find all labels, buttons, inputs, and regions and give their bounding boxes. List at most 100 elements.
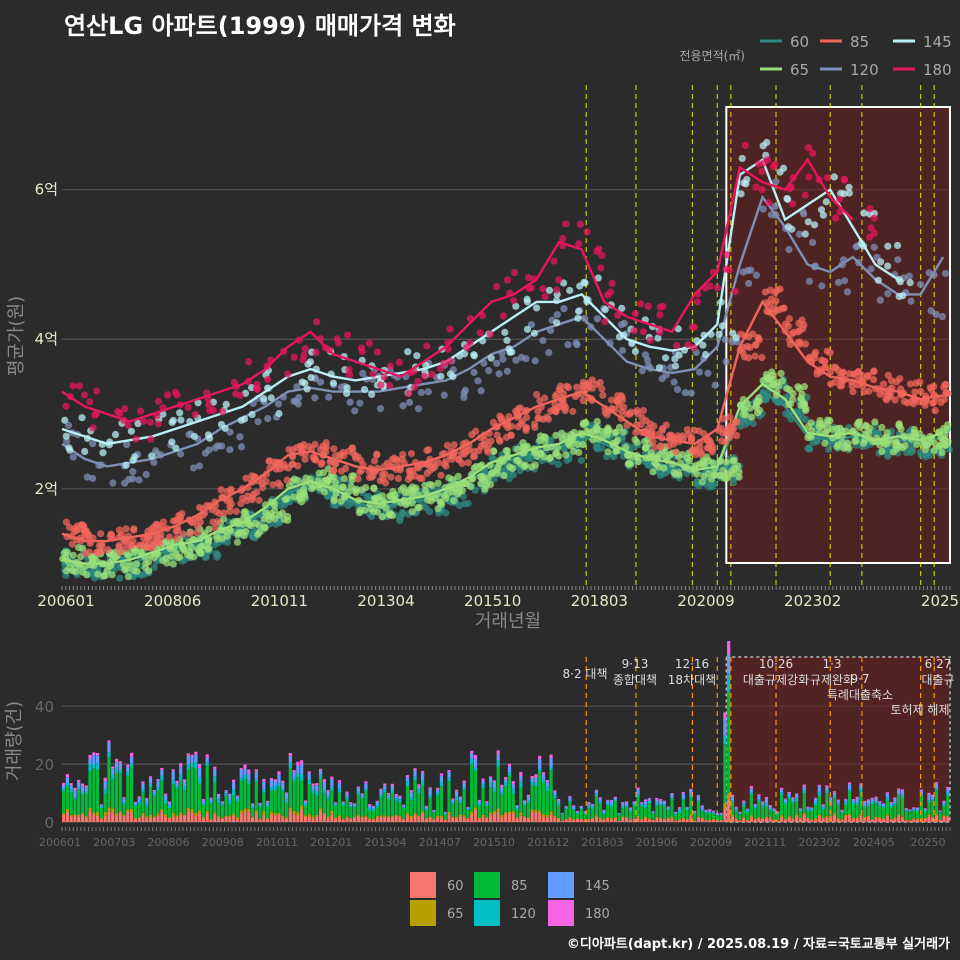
volume-bar-segment bbox=[228, 795, 232, 801]
volume-bar-segment bbox=[428, 787, 432, 789]
volume-bar-segment bbox=[855, 798, 859, 803]
volume-bar-segment bbox=[776, 814, 780, 821]
volume-bar-segment bbox=[485, 818, 489, 822]
volume-bar-segment bbox=[122, 802, 126, 805]
volume-bar-segment bbox=[375, 805, 379, 808]
volume-bar-segment bbox=[281, 789, 285, 792]
volume-bar-segment bbox=[647, 818, 651, 820]
scatter-point bbox=[101, 572, 109, 580]
scatter-point bbox=[449, 372, 457, 381]
volume-bar-segment bbox=[364, 815, 368, 817]
scatter-point bbox=[411, 472, 419, 480]
scatter-point bbox=[713, 284, 722, 292]
volume-bar-segment bbox=[114, 772, 119, 814]
scatter-point bbox=[108, 571, 116, 579]
scatter-point bbox=[763, 138, 771, 147]
volume-bar-segment bbox=[73, 787, 77, 791]
scatter-point bbox=[180, 546, 188, 555]
scatter-point bbox=[674, 432, 682, 440]
volume-bar-segment bbox=[439, 786, 444, 816]
volume-bar-segment bbox=[360, 793, 364, 795]
volume-bar-segment bbox=[473, 767, 478, 771]
scatter-point bbox=[123, 440, 131, 449]
scatter-point bbox=[342, 464, 350, 473]
volume-bar-segment bbox=[651, 819, 655, 822]
volume-bar-segment bbox=[379, 794, 383, 797]
volume-bar-segment bbox=[488, 776, 493, 778]
volume-bar-segment bbox=[666, 807, 670, 810]
volume-bar-segment bbox=[700, 805, 704, 807]
volume-bar-segment bbox=[281, 817, 285, 822]
volume-bar-segment bbox=[723, 712, 727, 719]
scatter-point bbox=[179, 530, 187, 538]
x-tick-label: 201612 bbox=[527, 836, 569, 849]
policy-event-label: 종합대책 bbox=[613, 672, 657, 687]
volume-bar-segment bbox=[334, 817, 338, 819]
volume-bar-segment bbox=[591, 804, 595, 807]
volume-bar-segment bbox=[371, 810, 376, 819]
volume-bar-segment bbox=[934, 788, 939, 791]
volume-bar-segment bbox=[651, 811, 655, 813]
volume-bar-segment bbox=[77, 814, 81, 817]
volume-bar-segment bbox=[897, 814, 901, 816]
volume-bar-segment bbox=[337, 780, 342, 783]
scatter-point bbox=[386, 492, 394, 500]
volume-bar-segment bbox=[847, 815, 852, 822]
scatter-point bbox=[802, 415, 810, 424]
volume-bar-segment bbox=[405, 814, 410, 822]
volume-bar-segment bbox=[413, 776, 417, 781]
volume-bar-segment bbox=[606, 799, 610, 801]
y-tick-label: 6억 bbox=[35, 181, 58, 199]
volume-bar-segment bbox=[810, 819, 814, 821]
scatter-point bbox=[510, 268, 519, 277]
volume-bar-segment bbox=[557, 817, 561, 820]
volume-bar-segment bbox=[352, 804, 357, 807]
volume-bar-segment bbox=[126, 772, 130, 776]
volume-bar-segment bbox=[420, 770, 425, 773]
volume-bar-segment bbox=[277, 771, 281, 775]
volume-bar-segment bbox=[625, 801, 629, 803]
volume-bar-segment bbox=[398, 816, 402, 822]
volume-bar-segment bbox=[538, 759, 542, 769]
policy-date-label: 9·7 bbox=[850, 672, 869, 686]
volume-bar-segment bbox=[753, 819, 757, 822]
volume-bar-segment bbox=[458, 797, 462, 801]
scatter-point bbox=[331, 452, 340, 460]
volume-bar-segment bbox=[436, 817, 440, 822]
volume-bar-segment bbox=[232, 815, 236, 822]
scatter-point bbox=[795, 230, 804, 238]
volume-bar-segment bbox=[390, 793, 394, 816]
volume-bar-segment bbox=[277, 783, 281, 787]
volume-bar-segment bbox=[126, 764, 130, 768]
scatter-point bbox=[301, 455, 309, 463]
scatter-point bbox=[670, 440, 678, 448]
scatter-point bbox=[510, 297, 518, 305]
scatter-point bbox=[884, 290, 892, 298]
scatter-point bbox=[382, 504, 390, 512]
volume-bar-segment bbox=[92, 755, 96, 764]
volume-bar-segment bbox=[511, 784, 515, 789]
volume-bar-segment bbox=[164, 816, 168, 822]
volume-bar-segment bbox=[526, 796, 530, 801]
scatter-point bbox=[752, 271, 761, 279]
policy-date-label: 8·2 대책 bbox=[563, 666, 608, 681]
volume-bar-segment bbox=[768, 817, 772, 819]
volume-bar-segment bbox=[696, 795, 701, 797]
volume-bar-segment bbox=[481, 814, 485, 817]
volume-bar-segment bbox=[912, 818, 916, 820]
volume-bar-segment bbox=[409, 797, 413, 801]
x-tick-label: 202111 bbox=[744, 836, 786, 849]
volume-bar-segment bbox=[659, 818, 663, 822]
scatter-point bbox=[733, 431, 741, 440]
volume-bar-segment bbox=[632, 802, 636, 804]
volume-bar-segment bbox=[107, 807, 111, 812]
volume-bar-segment bbox=[764, 816, 769, 819]
volume-bar-segment bbox=[485, 806, 489, 818]
scatter-point bbox=[768, 368, 776, 376]
scatter-point bbox=[670, 468, 678, 477]
volume-bar-segment bbox=[103, 777, 107, 782]
volume-bar-segment bbox=[798, 819, 803, 822]
volume-bar-segment bbox=[175, 783, 179, 787]
volume-bar-segment bbox=[345, 816, 349, 818]
scatter-point bbox=[129, 475, 137, 483]
